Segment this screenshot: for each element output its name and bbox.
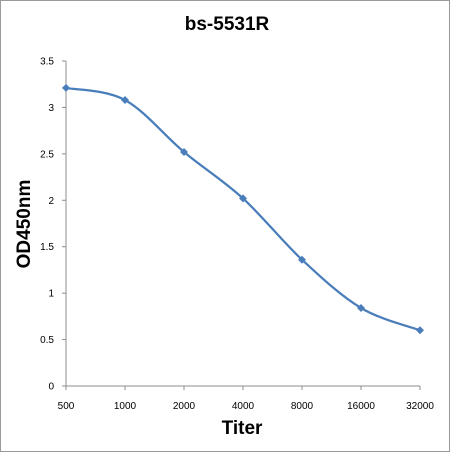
y-tick-label: 2	[48, 196, 54, 207]
y-tick-label: 0	[48, 382, 54, 393]
y-axis-title: OD450nm	[14, 180, 35, 269]
data-point-marker	[239, 194, 247, 203]
x-tick-label: 8000	[291, 401, 314, 412]
y-tick-label: 1.5	[40, 242, 54, 253]
y-tick-label: 0.5	[40, 335, 54, 346]
x-ticks: 500 1000 2000 4000 8000 16000 32000	[58, 386, 434, 412]
x-axis-title: Titer	[222, 418, 263, 439]
y-tick-label: 1	[48, 289, 54, 300]
x-tick-label: 500	[58, 401, 75, 412]
data-point-marker	[298, 255, 306, 264]
y-tick-label: 2.5	[40, 149, 54, 160]
x-tick-label: 1000	[114, 401, 137, 412]
series-line	[65, 86, 421, 332]
data-point-marker	[180, 148, 188, 156]
x-tick-label: 4000	[232, 401, 255, 412]
x-tick-label: 16000	[347, 401, 375, 412]
y-tick-label: 3.5	[40, 57, 54, 68]
data-point-marker	[62, 83, 70, 92]
x-tick-label: 32000	[406, 401, 434, 412]
data-point-marker	[416, 326, 424, 335]
y-tick-label: 3	[48, 103, 54, 114]
data-point-marker	[357, 304, 365, 312]
data-point-marker	[121, 96, 129, 104]
series-markers	[62, 83, 424, 335]
chart-title: bs-5531R	[185, 14, 270, 35]
y-ticks: 0 0.5 1 1.5 2 2.5 3 3.5	[40, 57, 66, 393]
x-tick-label: 2000	[173, 401, 196, 412]
